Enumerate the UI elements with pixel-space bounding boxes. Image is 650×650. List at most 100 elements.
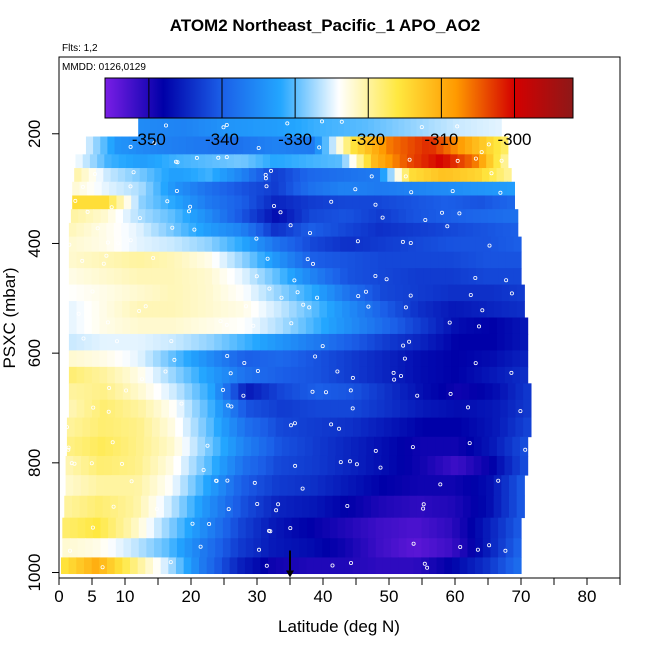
heatmap-cell (136, 417, 145, 438)
heatmap-cell (276, 517, 285, 539)
observation-point (271, 203, 276, 208)
heatmap-cell (498, 557, 507, 575)
heatmap-cell (383, 222, 392, 238)
heatmap-cell (82, 154, 91, 169)
heatmap-cell (321, 350, 330, 368)
heatmap-cell (361, 399, 370, 418)
observation-point (168, 560, 173, 565)
observation-point (480, 308, 485, 313)
heatmap-cell (222, 117, 230, 137)
heatmap-cell (211, 222, 220, 238)
heatmap-cell (484, 399, 493, 418)
heatmap-cell (322, 195, 331, 210)
heatmap-cell (308, 195, 317, 210)
heatmap-cell (204, 236, 213, 253)
observation-point (266, 528, 271, 533)
heatmap-cell (190, 209, 199, 224)
heatmap-cell (380, 301, 389, 318)
observation-point (288, 423, 293, 428)
heatmap-cell (477, 195, 486, 210)
heatmap-cell (298, 366, 307, 384)
heatmap-cell (109, 181, 118, 196)
heatmap-cell (181, 236, 191, 253)
heatmap-cell (148, 495, 157, 519)
heatmap-cell (391, 538, 400, 558)
observation-point (300, 486, 305, 491)
heatmap-cell (206, 366, 215, 384)
heatmap-cell (516, 284, 525, 302)
observation-point (139, 377, 144, 382)
heatmap-cell (153, 366, 162, 384)
heatmap-cell (464, 154, 473, 169)
heatmap-cell (117, 495, 127, 519)
heatmap-cell (409, 495, 418, 519)
observation-point (408, 293, 413, 298)
heatmap-cell (319, 117, 327, 137)
heatmap-cell (428, 366, 437, 384)
heatmap-cell (253, 538, 262, 558)
heatmap-cell (108, 538, 117, 558)
heatmap-cell (151, 236, 160, 253)
heatmap-cell (242, 268, 251, 285)
heatmap-cell (78, 136, 87, 155)
heatmap-cell (394, 168, 403, 183)
heatmap-cell (131, 195, 140, 210)
heatmap-cell (328, 317, 338, 335)
observation-point (188, 204, 193, 209)
observation-point (455, 124, 460, 129)
heatmap-cell (151, 251, 160, 269)
observation-point (120, 461, 125, 466)
heatmap-cell (159, 436, 168, 457)
heatmap-cell (340, 475, 350, 497)
observation-point (198, 544, 203, 549)
heatmap-cell (392, 117, 399, 137)
heatmap-cell (293, 195, 302, 210)
observation-point (224, 155, 229, 160)
observation-point (439, 210, 444, 215)
heatmap-cell (374, 117, 381, 137)
heatmap-cell (312, 436, 321, 457)
heatmap-cell (505, 517, 514, 539)
heatmap-cell (220, 284, 229, 302)
heatmap-cell (443, 350, 452, 368)
heatmap-cell (481, 436, 490, 457)
heatmap-cell (85, 538, 94, 558)
heatmap-cell (228, 284, 237, 302)
heatmap-cell (181, 455, 190, 476)
heatmap-cell (99, 350, 108, 368)
heatmap-cell (106, 222, 115, 238)
heatmap-cell (475, 251, 484, 269)
heatmap-cell (152, 301, 161, 318)
heatmap-cell (154, 517, 163, 539)
heatmap-cell (160, 195, 169, 210)
heatmap-cell (169, 154, 177, 169)
colorbar-tick-label: -330 (278, 130, 312, 149)
heatmap-cell (487, 209, 496, 224)
heatmap-cell (285, 195, 294, 210)
heatmap-cell (476, 417, 486, 438)
heatmap-cell (400, 136, 409, 155)
heatmap-cell (381, 455, 390, 476)
heatmap-cell (204, 195, 213, 210)
heatmap-cell (130, 209, 139, 224)
heatmap-cell (241, 168, 250, 183)
heatmap-cell (410, 117, 418, 137)
heatmap-cell (283, 417, 292, 438)
heatmap-cell (420, 317, 429, 335)
heatmap-cell (227, 236, 236, 253)
heatmap-cell (76, 366, 85, 384)
heatmap-cell (347, 236, 356, 253)
heatmap-cell (413, 557, 422, 575)
heatmap-cell (290, 557, 300, 575)
heatmap-cell (470, 117, 478, 137)
heatmap-cell (324, 209, 333, 224)
observation-point (319, 119, 324, 124)
x-tick-label: 10 (116, 587, 135, 606)
observation-points (65, 119, 528, 578)
heatmap-cell (130, 399, 139, 418)
heatmap-cell (415, 236, 424, 253)
heatmap-cell (343, 168, 352, 183)
heatmap-cell (272, 475, 281, 497)
heatmap-cell (298, 317, 307, 335)
